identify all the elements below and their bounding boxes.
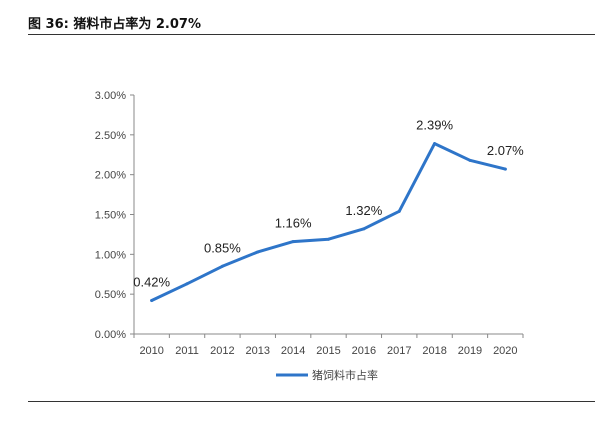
data-point bbox=[220, 264, 224, 268]
data-point bbox=[397, 209, 401, 213]
data-label: 2.39% bbox=[416, 118, 453, 133]
figure-title: 图 36: 猪料市占率为 2.07% bbox=[28, 17, 201, 32]
x-tick-label: 2013 bbox=[246, 345, 270, 357]
data-label: 0.85% bbox=[204, 240, 241, 255]
data-point bbox=[433, 142, 437, 146]
data-label: 2.07% bbox=[487, 143, 524, 158]
top-divider bbox=[28, 34, 595, 35]
data-label: 1.32% bbox=[345, 203, 382, 218]
y-tick-label: 1.50% bbox=[95, 210, 126, 222]
x-tick-label: 2017 bbox=[387, 345, 411, 357]
x-tick-label: 2020 bbox=[493, 345, 517, 357]
y-tick-label: 2.00% bbox=[95, 170, 126, 182]
bottom-divider bbox=[28, 401, 595, 402]
data-point bbox=[256, 250, 260, 254]
x-tick-label: 2011 bbox=[175, 345, 199, 357]
data-point bbox=[327, 237, 330, 241]
x-tick-label: 2019 bbox=[458, 345, 482, 357]
x-tick-label: 2014 bbox=[281, 345, 305, 357]
series-line bbox=[150, 142, 507, 303]
x-tick-label: 2012 bbox=[210, 345, 234, 357]
data-point bbox=[362, 227, 366, 231]
x-tick-label: 2015 bbox=[316, 345, 340, 357]
data-point bbox=[468, 158, 472, 162]
legend-label: 猪饲料市占率 bbox=[312, 368, 378, 382]
data-point bbox=[150, 299, 154, 303]
x-tick-label: 2016 bbox=[352, 345, 376, 357]
y-tick-label: 1.00% bbox=[95, 249, 126, 261]
data-label: 0.42% bbox=[133, 275, 170, 290]
x-tick-label: 2018 bbox=[422, 345, 446, 357]
y-tick-label: 3.00% bbox=[95, 90, 126, 102]
y-tick-label: 0.00% bbox=[95, 329, 126, 341]
x-tick-label: 2010 bbox=[139, 345, 163, 357]
y-tick-label: 0.50% bbox=[95, 289, 126, 301]
data-point bbox=[503, 167, 507, 171]
data-point bbox=[291, 240, 295, 244]
data-point bbox=[185, 282, 189, 286]
y-tick-label: 2.50% bbox=[95, 130, 126, 142]
data-label: 1.16% bbox=[275, 216, 312, 231]
